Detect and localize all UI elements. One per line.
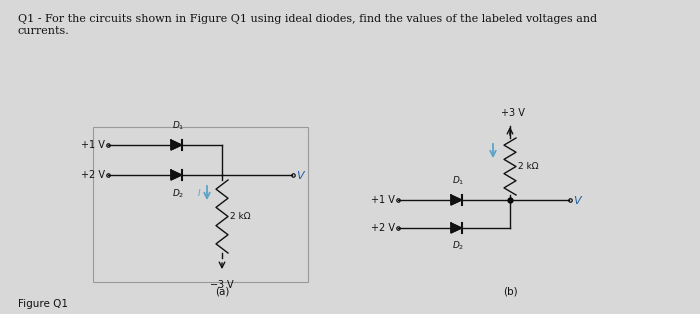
Text: $D_2$: $D_2$	[452, 240, 464, 252]
Text: Figure Q1: Figure Q1	[18, 299, 68, 309]
Text: $I$: $I$	[197, 187, 201, 198]
Polygon shape	[171, 140, 181, 150]
Text: $D_2$: $D_2$	[172, 187, 184, 199]
Text: (b): (b)	[503, 287, 517, 297]
Polygon shape	[451, 223, 461, 233]
Text: Q1 - For the circuits shown in Figure Q1 using ideal diodes, find the values of : Q1 - For the circuits shown in Figure Q1…	[18, 14, 597, 24]
Text: +3 V: +3 V	[501, 108, 525, 118]
Text: +1 V: +1 V	[81, 140, 105, 150]
Text: +1 V: +1 V	[371, 195, 395, 205]
Text: $V$: $V$	[296, 169, 307, 181]
Polygon shape	[171, 170, 181, 180]
Text: currents.: currents.	[18, 26, 70, 36]
Polygon shape	[451, 195, 461, 205]
Text: $-3$ V: $-3$ V	[209, 278, 235, 290]
Text: +2 V: +2 V	[81, 170, 105, 180]
Text: $V$: $V$	[573, 194, 583, 206]
Text: (a): (a)	[215, 287, 229, 297]
Text: 2 kΩ: 2 kΩ	[230, 212, 251, 221]
Text: +2 V: +2 V	[371, 223, 395, 233]
Text: $D_1$: $D_1$	[172, 120, 184, 132]
Text: 2 kΩ: 2 kΩ	[518, 162, 538, 171]
Text: $D_1$: $D_1$	[452, 175, 464, 187]
